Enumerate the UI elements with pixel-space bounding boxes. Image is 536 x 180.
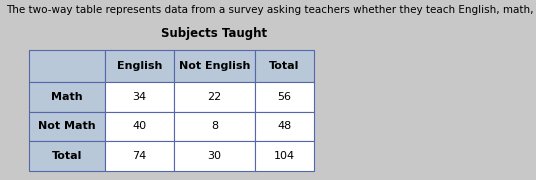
Text: Total: Total [52, 151, 82, 161]
Bar [105, 112, 174, 141]
Text: Total: Total [269, 61, 299, 71]
Text: Math: Math [51, 92, 83, 102]
Bar [105, 50, 174, 82]
Bar [105, 141, 174, 171]
Text: 104: 104 [273, 151, 295, 161]
Bar [174, 112, 255, 141]
Text: Subjects Taught: Subjects Taught [161, 27, 267, 40]
Bar [29, 50, 105, 82]
Text: The two-way table represents data from a survey asking teachers whether they tea: The two-way table represents data from a… [6, 5, 536, 15]
Text: English: English [117, 61, 162, 71]
Text: 48: 48 [277, 122, 291, 131]
Bar [105, 82, 174, 112]
Text: 22: 22 [207, 92, 221, 102]
Text: Not English: Not English [178, 61, 250, 71]
Text: Not Math: Not Math [38, 122, 96, 131]
Text: 34: 34 [132, 92, 146, 102]
Bar [29, 82, 105, 112]
Text: 8: 8 [211, 122, 218, 131]
Bar [29, 141, 105, 171]
Bar [174, 50, 255, 82]
Bar [255, 82, 314, 112]
Bar [174, 82, 255, 112]
Bar [255, 50, 314, 82]
Bar [29, 112, 105, 141]
Text: 40: 40 [132, 122, 146, 131]
Bar [174, 141, 255, 171]
Bar [255, 141, 314, 171]
Text: 30: 30 [207, 151, 221, 161]
Text: 74: 74 [132, 151, 146, 161]
Text: 56: 56 [277, 92, 291, 102]
Bar [255, 112, 314, 141]
